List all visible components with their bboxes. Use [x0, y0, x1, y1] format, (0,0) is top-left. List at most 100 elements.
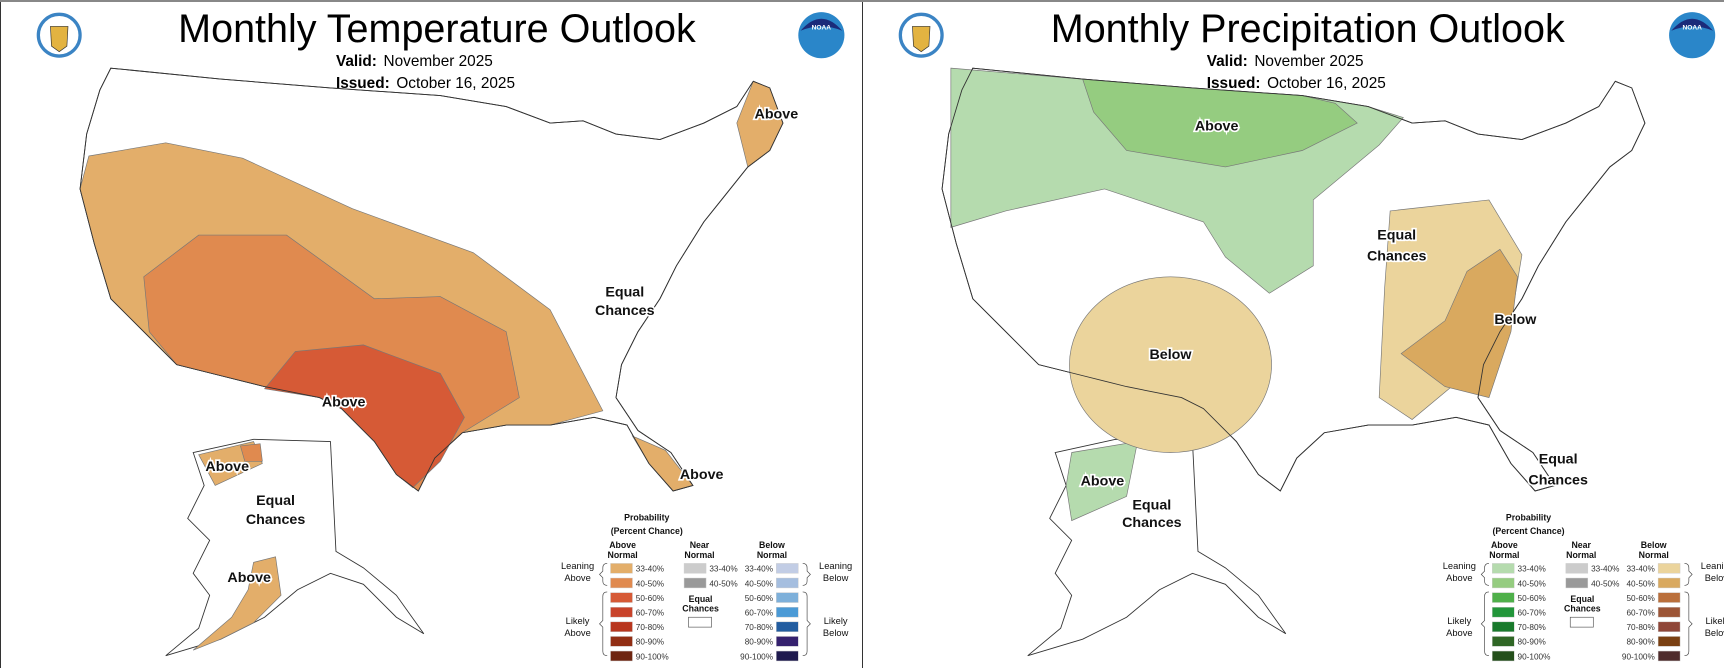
legend-swatch-above-90-100% [1492, 650, 1515, 662]
map-label: Chances [246, 512, 306, 528]
legend-swatch-above-80-90% [1492, 636, 1515, 647]
map-label: Equal [1539, 451, 1578, 467]
conus-border [941, 67, 1646, 492]
legend-range-label: 80-90% [636, 638, 665, 647]
issued-line: Issued: October 16, 2025 [336, 75, 515, 92]
legend-range-label: 40-50% [636, 579, 665, 588]
legend-equal-chances: Equal [1570, 594, 1594, 604]
map-label: Chances [595, 303, 655, 319]
legend-swatch-near-33-40% [1565, 563, 1589, 574]
svg-text:NOAA: NOAA [812, 25, 832, 32]
precipitation-outlook-panel: NOAA Monthly Precipitation Outlook Valid… [862, 2, 1724, 668]
legend-near-header: Near [1571, 540, 1591, 550]
legend-likely-above: Above [1446, 628, 1472, 638]
legend-swatch-above-50-60% [1492, 592, 1515, 603]
legend-range-label: 33-40% [1518, 565, 1547, 574]
legend-leaning-below: Leaning [819, 561, 852, 571]
legend-range-label: 90-100% [1518, 652, 1552, 661]
legend-leaning-above: Leaning [561, 561, 594, 571]
legend-range-label: 33-40% [745, 565, 774, 574]
legend-range-label: 40-50% [709, 579, 738, 588]
alaska-outline [165, 438, 425, 657]
map-label: Above [227, 570, 271, 586]
map-label: Chances [1122, 515, 1182, 531]
legend-range-label: 33-40% [1591, 565, 1620, 574]
legend-range-label: 40-50% [1518, 579, 1547, 588]
legend-subtitle: (Percent Chance) [611, 526, 683, 536]
legend-below-header: Normal [757, 550, 787, 560]
legend-swatch-above-70-80% [1492, 621, 1515, 632]
legend-above-header: Above [1491, 540, 1518, 550]
legend-swatch-above-40-50% [610, 577, 633, 589]
legend-above-header: Above [609, 540, 636, 550]
issued-value: October 16, 2025 [1267, 75, 1386, 92]
legend-leaning-below: Below [1705, 573, 1724, 583]
legend-range-label: 80-90% [745, 638, 774, 647]
legend-swatch-above-33-40% [1492, 563, 1515, 574]
legend-title: Probability [624, 513, 669, 523]
legend-brace [1684, 591, 1693, 657]
map-label: Above [1195, 119, 1239, 135]
legend-range-label: 70-80% [1518, 623, 1547, 632]
legend-near-header: Normal [1566, 550, 1596, 560]
valid-value: November 2025 [1254, 53, 1363, 70]
legend-brace [599, 563, 608, 586]
legend-below-header: Below [759, 540, 785, 550]
issued-value: October 16, 2025 [396, 75, 515, 92]
legend-swatch-below-90-100% [776, 650, 799, 662]
map-label: Chances [1367, 248, 1427, 264]
legend-likely-above: Likely [1447, 616, 1471, 626]
outlook-region-below-40-50- [1400, 248, 1518, 398]
temperature-outlook-map: NOAA Monthly Temperature Outlook Valid: N… [36, 7, 852, 662]
legend-range-label: 50-60% [636, 594, 665, 603]
commerce-seal-icon [36, 12, 82, 58]
legend-swatch-above-60-70% [610, 607, 633, 618]
legend-likely-above: Above [564, 628, 590, 638]
legend-range-label: 60-70% [1626, 608, 1655, 617]
legend-swatch-below-33-40% [1657, 563, 1681, 574]
map-label: Below [1494, 312, 1537, 328]
legend-swatch-below-33-40% [776, 563, 799, 574]
issued-label: Issued: [336, 75, 390, 92]
legend-likely-below: Below [1705, 628, 1724, 638]
map-title: Monthly Precipitation Outlook [1051, 7, 1565, 51]
outlook-region-above-33-40- [192, 556, 282, 651]
legend-range-label: 90-100% [1622, 652, 1656, 661]
legend-swatch-below-70-80% [1657, 621, 1681, 632]
map-label: Above [205, 459, 249, 475]
outlook-region-above-40-50- [239, 443, 263, 462]
legend-subtitle: (Percent Chance) [1492, 526, 1564, 536]
valid-label: Valid: [336, 53, 377, 70]
map-title: Monthly Temperature Outlook [178, 7, 696, 51]
legend-range-label: 40-50% [1626, 579, 1655, 588]
legend-range-label: 70-80% [636, 623, 665, 632]
legend-swatch-near-33-40% [683, 563, 707, 574]
map-label: Above [680, 467, 724, 483]
legend-swatch-below-40-50% [776, 577, 799, 589]
valid-line: Valid: November 2025 [336, 53, 493, 70]
noaa-logo-icon: NOAA [1669, 12, 1716, 59]
legend-swatch-below-80-90% [1657, 636, 1681, 647]
legend-leaning-below: Below [823, 573, 849, 583]
legend-above-header: Normal [1489, 550, 1519, 560]
legend-likely-below: Likely [824, 616, 848, 626]
map-label: Equal [1377, 227, 1416, 243]
legend-swatch-below-50-60% [776, 592, 799, 603]
legend-range-label: 80-90% [1626, 638, 1655, 647]
legend-equal-chances: Chances [1564, 604, 1601, 614]
legend-swatch-above-60-70% [1492, 607, 1515, 618]
legend-swatch-below-40-50% [1657, 577, 1681, 589]
valid-label: Valid: [1207, 53, 1248, 70]
map-label: Equal [1132, 498, 1171, 514]
legend-range-label: 80-90% [1518, 638, 1547, 647]
precipitation-outlook-map: NOAA Monthly Precipitation Outlook Valid… [898, 7, 1724, 662]
legend-range-label: 60-70% [636, 608, 665, 617]
alaska-outline [1027, 438, 1287, 657]
legend-range-label: 40-50% [1591, 579, 1620, 588]
legend-brace [599, 591, 608, 657]
legend-swatch-above-33-40% [610, 563, 633, 574]
legend-near-header: Normal [684, 550, 714, 560]
legend-equal-chances: Equal [689, 594, 713, 604]
legend-below-header: Below [1641, 540, 1667, 550]
legend-leaning-above: Leaning [1443, 561, 1476, 571]
